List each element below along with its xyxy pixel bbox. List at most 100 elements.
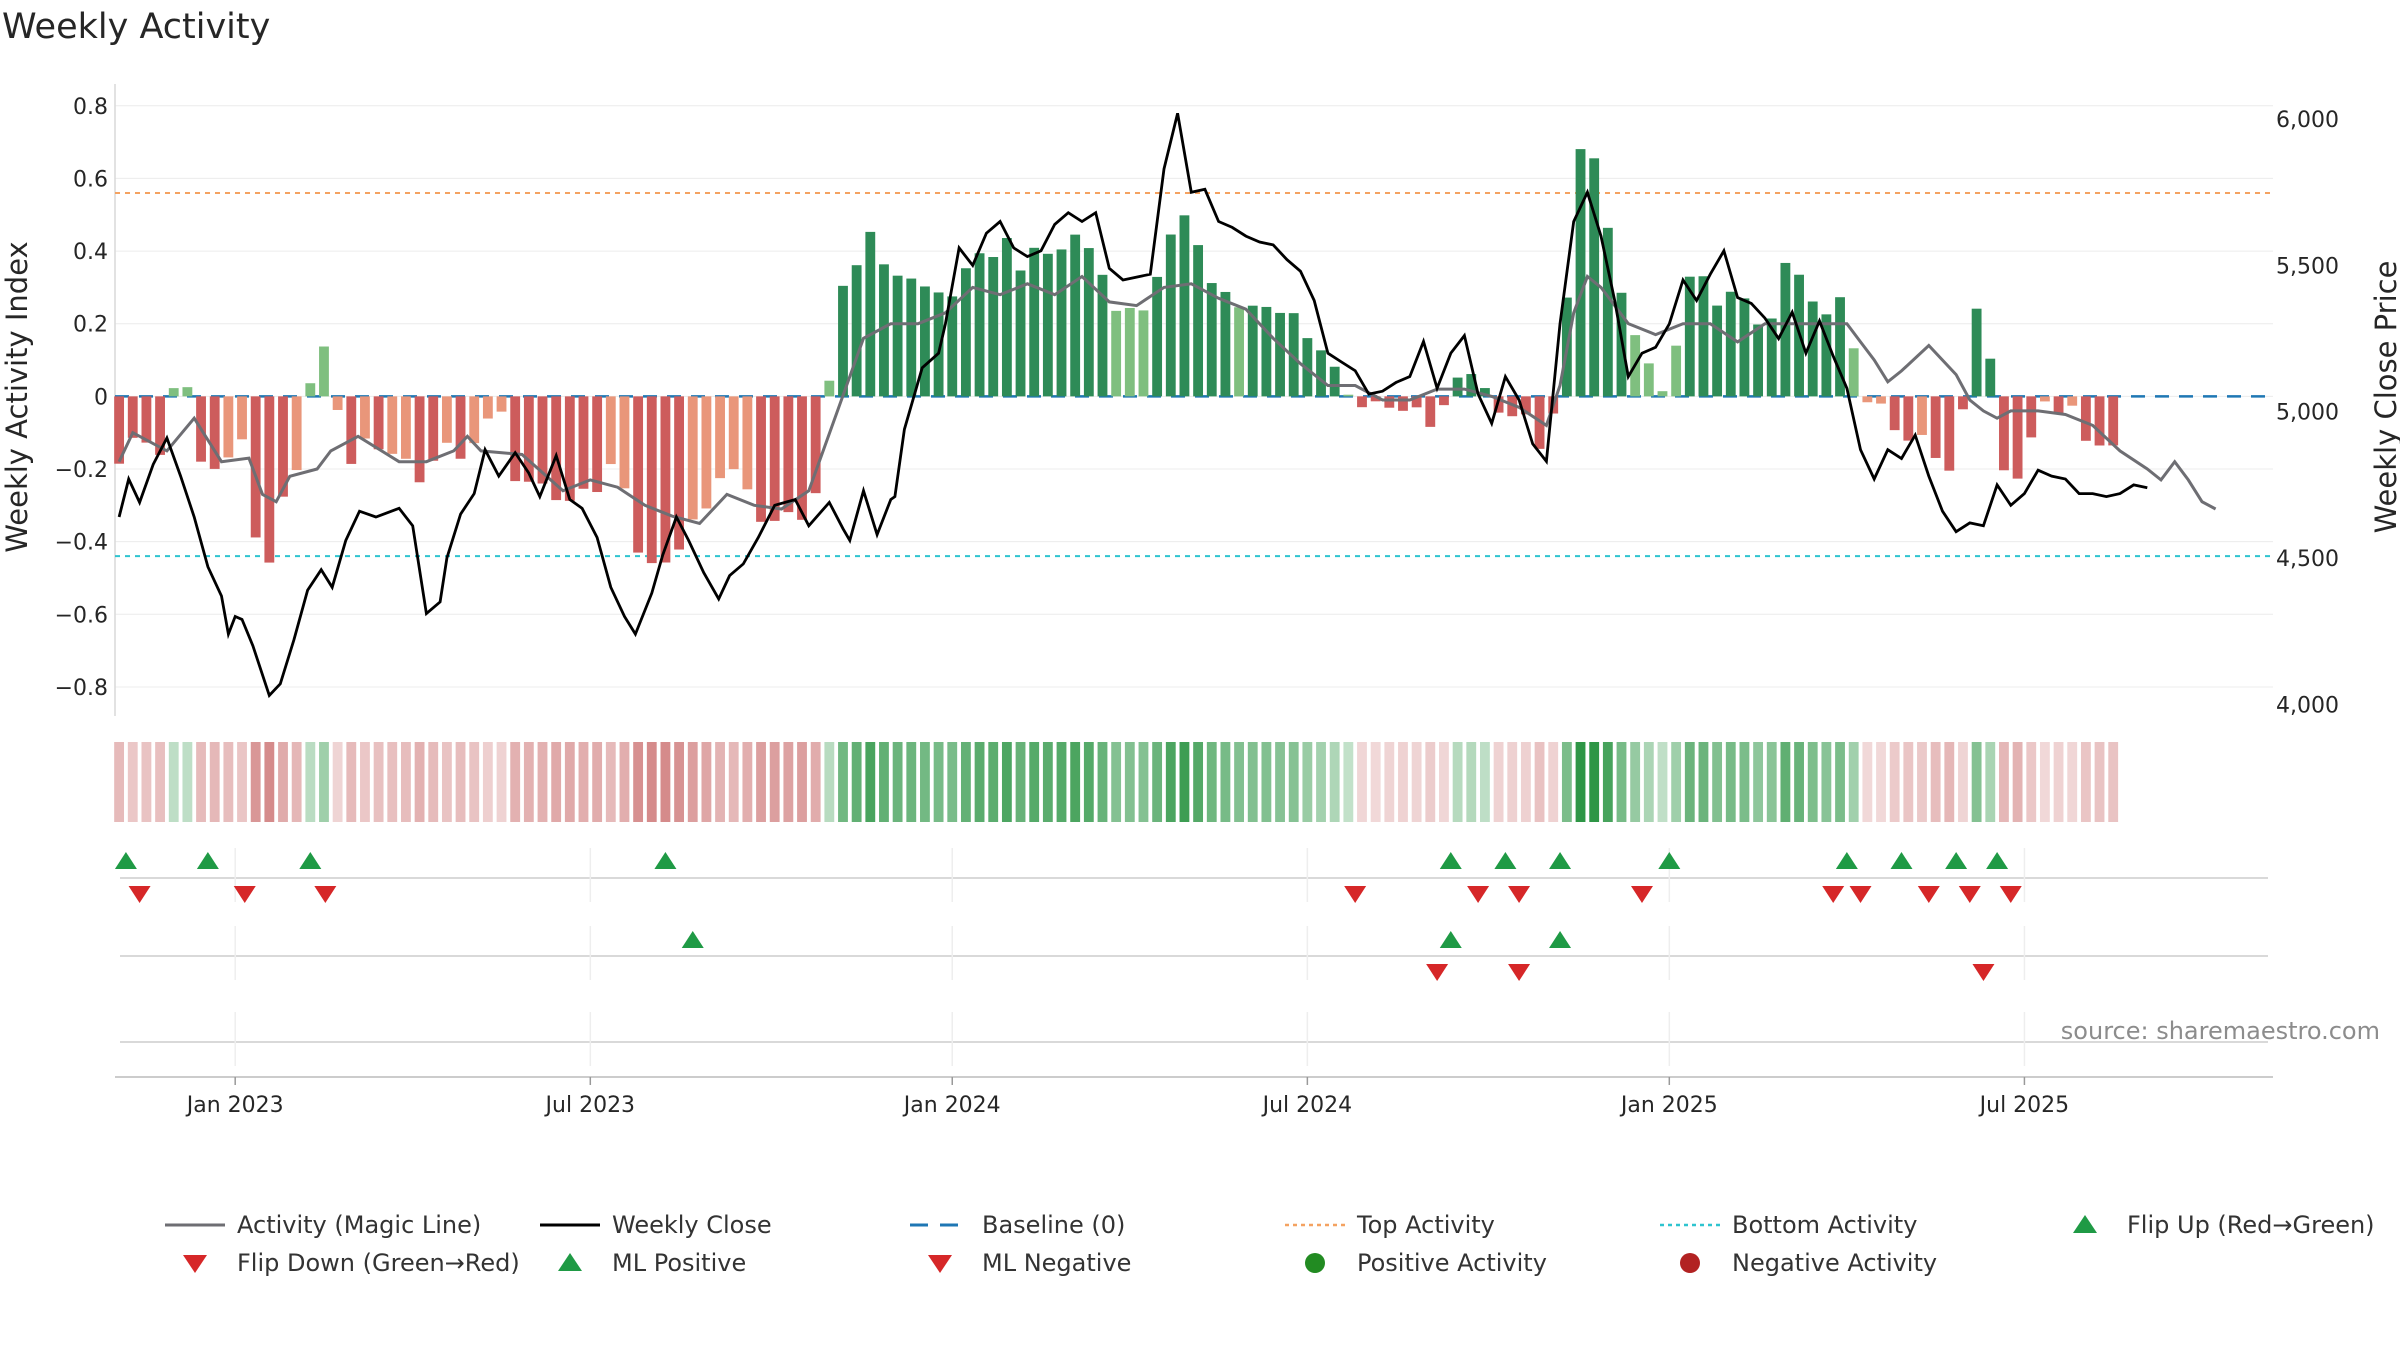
legend-label: Bottom Activity <box>1732 1211 1917 1239</box>
x-axis-ticks: Jan 2023 Jul 2023 Jan 2024 Jul 2024 Jan 2025… <box>115 1076 2273 1118</box>
activity-bar <box>1425 396 1436 427</box>
flip-down-marker <box>1344 886 1367 903</box>
ml-negative-marker <box>1426 964 1449 981</box>
flip-up-marker <box>654 852 677 869</box>
activity-bar <box>1001 238 1012 397</box>
heat-strip-cell <box>1001 742 1012 822</box>
activity-bar <box>906 278 917 397</box>
legend-item: Negative Activity <box>1680 1249 1937 1277</box>
heat-strip-cell <box>1848 742 1859 822</box>
activity-bar <box>114 396 125 464</box>
heat-strip-cell <box>687 742 698 822</box>
heat-strip-cell <box>742 742 753 822</box>
activity-bar <box>332 396 343 410</box>
heat-strip-cell <box>1602 742 1613 822</box>
heat-strip-cell <box>769 742 780 822</box>
activity-bar <box>756 396 766 522</box>
heat-strip-cell <box>332 742 343 822</box>
heat-strip-cell <box>974 742 985 822</box>
activity-bar <box>2053 396 2064 414</box>
ml-positive-marker <box>681 931 704 948</box>
heat-strip-cell <box>168 742 179 822</box>
heat-strip-cell <box>1302 742 1313 822</box>
activity-bar <box>865 231 876 397</box>
flip-up-marker <box>1658 852 1681 869</box>
activity-bar <box>414 396 425 483</box>
activity-bar <box>141 396 152 443</box>
heat-strip-cell <box>141 742 152 822</box>
activity-bar <box>1083 248 1094 397</box>
heat-strip-cell <box>660 742 671 822</box>
heat-strip-cell <box>1753 742 1764 822</box>
heat-strip-cell <box>2053 742 2064 822</box>
heat-strip-cell <box>455 742 466 822</box>
heat-strip-cell <box>1876 742 1886 822</box>
activity-bar <box>1944 396 1955 471</box>
heat-strip-cell <box>2039 742 2050 822</box>
activity-bar <box>1357 396 1367 408</box>
heat-strip-cell <box>715 742 725 822</box>
heat-strip-cell <box>1561 742 1572 822</box>
activity-bar <box>1042 253 1053 397</box>
heat-strip-cell <box>851 742 862 822</box>
heat-strip-cell <box>674 742 685 822</box>
activity-bar <box>1520 396 1531 415</box>
activity-bar <box>1056 249 1067 397</box>
heat-strip-cell <box>1261 742 1272 822</box>
heat-strip-cell <box>537 742 548 822</box>
x-tick-label: Jan 2025 <box>1619 1093 1718 1118</box>
heat-strip-cell <box>1083 742 1094 822</box>
heat-strip-cell <box>278 742 288 822</box>
heat-strip-cell <box>496 742 507 822</box>
activity-bar <box>2012 396 2023 479</box>
activity-bar <box>892 275 903 397</box>
activity-bar <box>155 396 165 455</box>
flip-up-marker <box>1549 852 1572 869</box>
heat-strip-cell <box>1835 742 1845 822</box>
activity-bar <box>537 396 548 484</box>
heat-strip-cell <box>1985 742 1996 822</box>
left-tick-label: 0.8 <box>73 95 108 120</box>
activity-bar <box>1889 396 1900 431</box>
activity-bar <box>742 396 753 490</box>
heat-strip-cell <box>906 742 917 822</box>
activity-bar <box>482 396 493 419</box>
heat-strip-cell <box>1712 742 1723 822</box>
legend-item: ML Negative <box>928 1249 1131 1277</box>
heat-strip-cell <box>1944 742 1955 822</box>
heat-strip-cell <box>728 742 739 822</box>
activity-bar <box>1384 396 1395 408</box>
heat-strip-cell <box>2080 742 2091 822</box>
heat-strip-cell <box>933 742 944 822</box>
flip-down-marker <box>1822 886 1845 903</box>
heat-strip-cell <box>1124 742 1135 822</box>
heat-strip-cell <box>797 742 807 822</box>
ml-negative-marker <box>1972 964 1995 981</box>
activity-bar <box>797 396 807 520</box>
legend-label: Activity (Magic Line) <box>237 1211 481 1239</box>
activity-bar <box>1507 396 1518 417</box>
right-tick-label: 5,500 <box>2276 254 2339 279</box>
activity-bar <box>1684 276 1695 397</box>
heat-strip-cell <box>1520 742 1531 822</box>
activity-bar <box>619 396 630 489</box>
heat-strip-cell <box>1111 742 1122 822</box>
heat-strip-cell <box>1507 742 1518 822</box>
activity-bar <box>2094 396 2105 446</box>
flip-up-marker <box>196 852 219 869</box>
heat-strip-cell <box>196 742 206 822</box>
legend-label: Positive Activity <box>1357 1249 1547 1277</box>
legend-item: ML Positive <box>558 1249 746 1277</box>
activity-bar <box>633 396 644 553</box>
activity-bar <box>660 396 671 563</box>
activity-bar <box>988 257 999 397</box>
heat-strip-cell <box>1070 742 1081 822</box>
activity-bar <box>1234 307 1244 397</box>
heat-strip-cell <box>1725 742 1736 822</box>
activity-bar <box>2080 396 2091 441</box>
flip-down-marker <box>233 886 256 903</box>
activity-bar <box>1999 396 2009 471</box>
activity-bar <box>1097 274 1108 397</box>
heat-strip-cell <box>824 742 835 822</box>
